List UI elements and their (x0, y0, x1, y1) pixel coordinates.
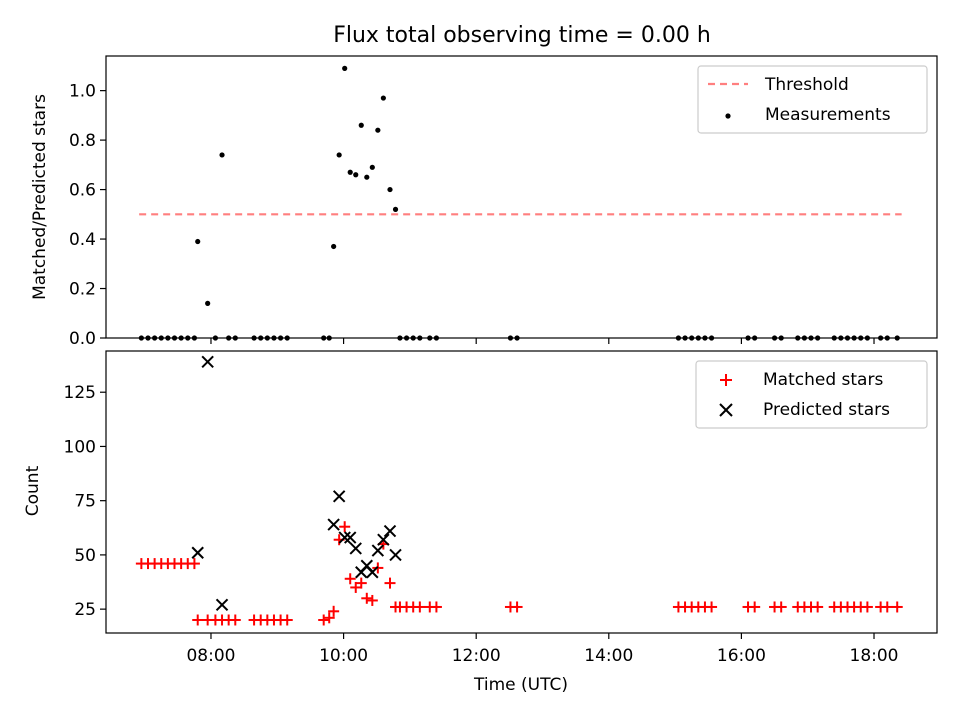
matched-star-point (328, 605, 340, 617)
measurement-point (392, 206, 399, 212)
threshold-legend-label: Threshold (764, 75, 849, 95)
bottom-y-tick-label: 75 (74, 492, 96, 512)
x-tick-label: 10:00 (319, 646, 368, 666)
predicted-star-point (366, 566, 379, 579)
measurement-point (358, 122, 364, 128)
bottom-legend: Matched stars Predicted stars (695, 360, 928, 429)
top-y-axis-label: Matched/Predicted stars (30, 94, 50, 300)
top-legend: Threshold Measurements (697, 65, 928, 134)
x-tick-label: 16:00 (717, 646, 766, 666)
measurement-point (347, 169, 353, 175)
top-legend-box (697, 65, 928, 134)
measurement-point (331, 243, 337, 250)
measurement-point (380, 95, 386, 101)
top-y-tick-label: 0.6 (69, 181, 96, 201)
matched-star-point (339, 521, 351, 533)
matched-star-point (229, 614, 241, 626)
predicted-star-point (338, 531, 351, 544)
measurement-point (375, 127, 381, 133)
predicted-star-point (344, 531, 357, 544)
predicted-legend-label: Predicted stars (763, 400, 890, 420)
bottom-y-axis-label: Count (23, 465, 43, 516)
top-y-ticks: 0.0 0.2 0.4 0.6 0.8 1.0 (69, 82, 106, 349)
star-count-panel: Count Time (UTC) 25 50 75 100 125 08:00 10:00… (23, 350, 938, 695)
chart-title: Flux total observing time = 0.00 h (333, 23, 711, 48)
measurement-point (353, 172, 359, 178)
predicted-legend-swatch (719, 403, 733, 417)
predicted-star-point (371, 544, 385, 557)
predicted-star-point (349, 542, 362, 555)
matched-star-point (881, 601, 893, 613)
measurement-point (342, 65, 348, 71)
bottom-y-tick-label: 25 (74, 600, 96, 620)
matched-star-point (812, 601, 824, 613)
predicted-star-point (389, 548, 402, 562)
top-y-tick-label: 1.0 (69, 82, 96, 102)
top-plot-frame (105, 55, 938, 339)
measurement-point (205, 300, 211, 306)
matched-star-point (749, 601, 761, 613)
predicted-star-point (332, 490, 346, 503)
measurement-point (195, 238, 201, 245)
flux-ratio-panel: Flux total observing time = 0.00 h Match… (30, 23, 938, 349)
matched-star-point (361, 592, 373, 604)
x-tick-label: 12:00 (452, 646, 501, 666)
measurements-legend-swatch (725, 113, 731, 119)
x-tick-label: 14:00 (584, 646, 633, 666)
predicted-star-point (383, 524, 397, 538)
matched-star-point (344, 573, 356, 585)
matched-star-point (281, 614, 293, 626)
top-y-tick-label: 0.4 (69, 230, 96, 250)
bottom-plot-frame (105, 350, 938, 634)
x-axis-label: Time (UTC) (473, 675, 568, 695)
matched-star-point (323, 612, 335, 624)
matched-star-point (414, 601, 426, 613)
top-x-ticks (210, 338, 875, 344)
matched-star-point (384, 577, 396, 589)
matched-star-point (706, 601, 718, 613)
top-y-tick-label: 0.0 (69, 329, 96, 349)
top-y-tick-label: 0.2 (69, 280, 96, 300)
matched-star-point (891, 601, 903, 613)
measurement-point (219, 152, 225, 158)
star-count-series (135, 355, 903, 626)
bottom-y-ticks: 25 50 75 100 125 (64, 383, 106, 620)
matched-star-point (188, 558, 200, 570)
measurement-point (336, 152, 342, 158)
bottom-legend-box (695, 360, 928, 429)
bottom-y-tick-label: 100 (64, 437, 96, 457)
matched-legend-swatch (720, 374, 732, 386)
measurement-point (387, 186, 393, 193)
bottom-y-tick-label: 50 (74, 546, 96, 566)
measurements-legend-label: Measurements (765, 105, 891, 125)
x-tick-label: 18:00 (850, 646, 899, 666)
predicted-star-point (191, 546, 204, 559)
predicted-star-point (327, 518, 340, 531)
matched-legend-label: Matched stars (763, 370, 883, 390)
measurement-point (364, 174, 370, 180)
matched-star-point (511, 601, 523, 613)
matched-star-point (775, 601, 787, 613)
predicted-star-point (215, 598, 229, 612)
matched-star-point (318, 614, 330, 626)
matched-star-point (861, 601, 873, 613)
predicted-star-point (201, 355, 214, 369)
matched-star-point (350, 581, 362, 593)
matched-star-point (355, 577, 367, 589)
top-y-tick-label: 0.8 (69, 131, 96, 151)
matched-star-point (366, 594, 378, 606)
matched-star-point (192, 614, 204, 626)
bottom-x-ticks: 08:00 10:00 12:00 14:00 16:00 18:00 (186, 633, 899, 666)
matched-star-point (430, 601, 442, 613)
x-tick-label: 08:00 (186, 646, 235, 666)
bottom-y-tick-label: 125 (64, 383, 96, 403)
measurement-point (369, 164, 375, 170)
predicted-star-point (377, 533, 390, 546)
